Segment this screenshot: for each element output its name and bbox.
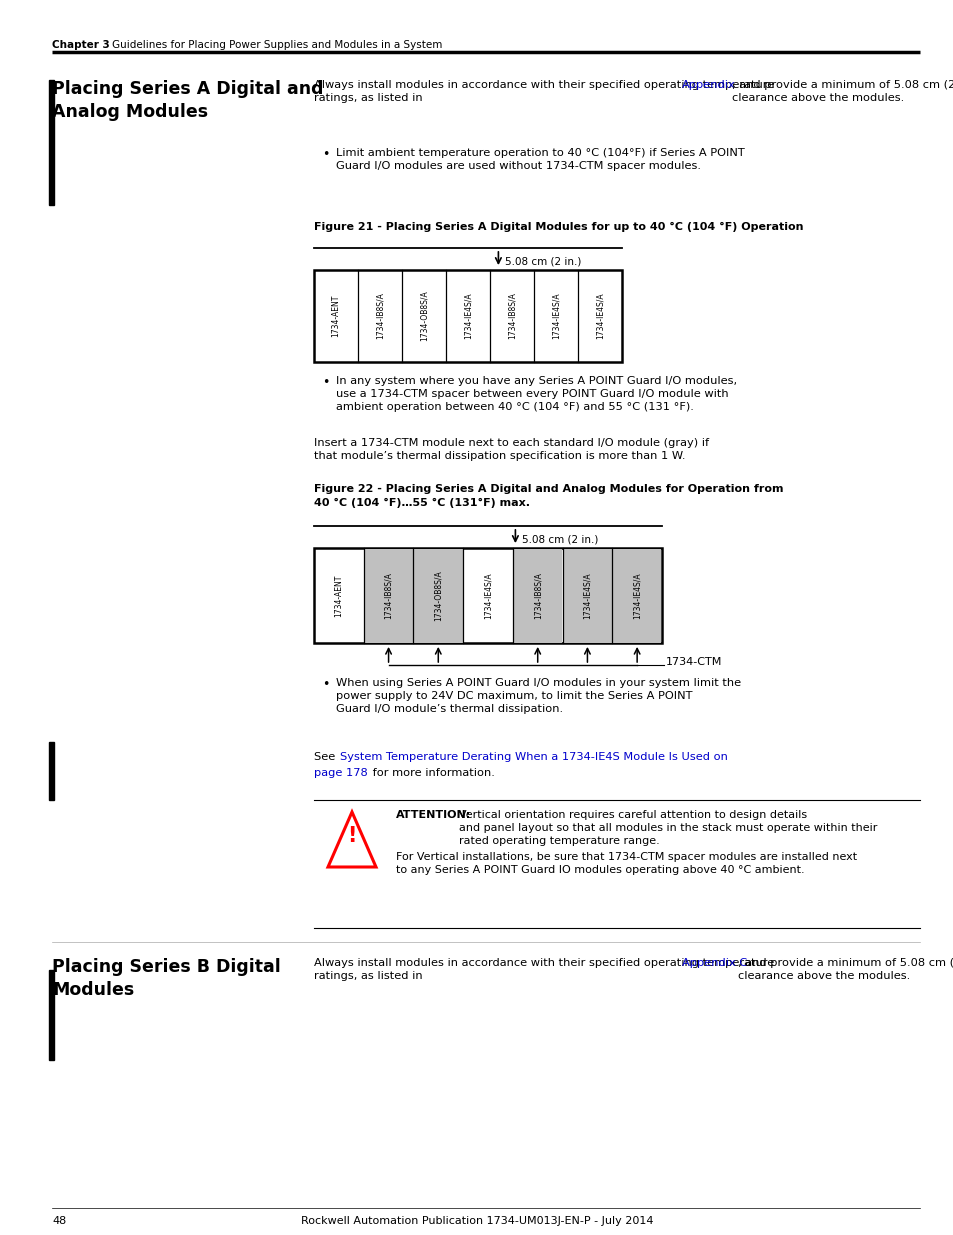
Text: 40 °C (104 °F)…55 °C (131°F) max.: 40 °C (104 °F)…55 °C (131°F) max. (314, 498, 530, 508)
Text: 1734-CTM: 1734-CTM (665, 657, 721, 667)
Bar (314, 270, 621, 362)
Bar (562, 548, 611, 642)
Text: for more information.: for more information. (369, 768, 495, 778)
Text: Placing Series B Digital
Modules: Placing Series B Digital Modules (52, 958, 280, 999)
Bar (612, 548, 660, 642)
Text: , and provide a minimum of 5.08 cm (2 in.)
clearance above the modules.: , and provide a minimum of 5.08 cm (2 in… (738, 958, 953, 981)
Text: 5.08 cm (2 in.): 5.08 cm (2 in.) (505, 257, 581, 267)
Text: 1734-OB8S/A: 1734-OB8S/A (434, 571, 442, 621)
Text: When using Series A POINT Guard I/O modules in your system limit the
power suppl: When using Series A POINT Guard I/O modu… (335, 678, 740, 714)
Text: Vertical orientation requires careful attention to design details
and panel layo: Vertical orientation requires careful at… (458, 810, 877, 846)
Text: 1734-IE4S/A: 1734-IE4S/A (483, 572, 492, 619)
Bar (314, 548, 661, 643)
Text: 5.08 cm (2 in.): 5.08 cm (2 in.) (522, 535, 598, 545)
Text: For Vertical installations, be sure that 1734-CTM spacer modules are installed n: For Vertical installations, be sure that… (395, 852, 856, 876)
Text: 1734-AENT: 1734-AENT (331, 295, 340, 337)
Text: 1734-IE4S/A: 1734-IE4S/A (463, 293, 472, 340)
Text: page 178: page 178 (314, 768, 367, 778)
Text: Placing Series A Digital and
Analog Modules: Placing Series A Digital and Analog Modu… (52, 80, 323, 121)
Text: •: • (322, 148, 329, 161)
Text: See: See (314, 752, 338, 762)
Text: Figure 21 - Placing Series A Digital Modules for up to 40 °C (104 °F) Operation: Figure 21 - Placing Series A Digital Mod… (314, 222, 802, 232)
Bar (49, 969, 54, 1060)
Text: 1734-IB8S/A: 1734-IB8S/A (384, 572, 393, 619)
Text: •: • (322, 678, 329, 692)
Text: 1734-OB8S/A: 1734-OB8S/A (419, 290, 428, 341)
Bar (49, 742, 54, 800)
Text: 1734-IE4S/A: 1734-IE4S/A (595, 293, 604, 340)
Text: 48: 48 (52, 1216, 66, 1226)
Text: ATTENTION:: ATTENTION: (395, 810, 471, 820)
Text: 1734-IE4S/A: 1734-IE4S/A (632, 572, 641, 619)
Text: 1734-IB8S/A: 1734-IB8S/A (375, 293, 384, 340)
Text: , and provide a minimum of 5.08 cm (2 in.)
clearance above the modules.: , and provide a minimum of 5.08 cm (2 in… (731, 80, 953, 104)
Text: 1734-IB8S/A: 1734-IB8S/A (533, 572, 541, 619)
Text: Appendix C: Appendix C (681, 958, 746, 968)
Text: 1734-IE4S/A: 1734-IE4S/A (551, 293, 560, 340)
Text: •: • (322, 375, 329, 389)
Bar (49, 80, 54, 205)
Text: Insert a 1734-CTM module next to each standard I/O module (gray) if
that module’: Insert a 1734-CTM module next to each st… (314, 438, 708, 461)
Bar (364, 548, 413, 642)
Text: Appendix: Appendix (681, 80, 735, 90)
Text: Always install modules in accordance with their specified operating temperature
: Always install modules in accordance wit… (314, 80, 774, 104)
Text: Figure 22 - Placing Series A Digital and Analog Modules for Operation from: Figure 22 - Placing Series A Digital and… (314, 484, 782, 494)
Text: Rockwell Automation Publication 1734-UM013J-EN-P - July 2014: Rockwell Automation Publication 1734-UM0… (300, 1216, 653, 1226)
Text: !: ! (347, 826, 356, 846)
Text: 1734-IE4S/A: 1734-IE4S/A (582, 572, 591, 619)
Text: Guidelines for Placing Power Supplies and Modules in a System: Guidelines for Placing Power Supplies an… (112, 40, 442, 49)
Text: Always install modules in accordance with their specified operating temperature
: Always install modules in accordance wit… (314, 958, 774, 981)
Text: Chapter 3: Chapter 3 (52, 40, 110, 49)
Text: System Temperature Derating When a 1734-IE4S Module Is Used on: System Temperature Derating When a 1734-… (339, 752, 727, 762)
Text: 1734-AENT: 1734-AENT (334, 574, 343, 616)
Text: In any system where you have any Series A POINT Guard I/O modules,
use a 1734-CT: In any system where you have any Series … (335, 375, 737, 412)
Bar (513, 548, 561, 642)
Text: 1734-IB8S/A: 1734-IB8S/A (507, 293, 516, 340)
Text: Limit ambient temperature operation to 40 °C (104°F) if Series A POINT
Guard I/O: Limit ambient temperature operation to 4… (335, 148, 744, 172)
Bar (414, 548, 462, 642)
